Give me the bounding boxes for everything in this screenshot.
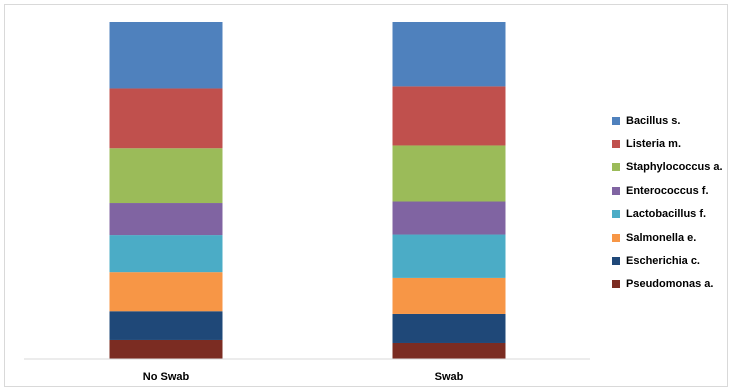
legend-swatch xyxy=(612,210,620,219)
legend-swatch xyxy=(612,257,620,266)
bar-segment-lactobacillus-f-no-swab xyxy=(109,235,223,273)
bars-layer xyxy=(109,22,506,359)
legend-item: Pseudomonas a. xyxy=(612,273,723,296)
legend-swatch xyxy=(612,163,620,172)
bar-segment-staphylococcus-a-no-swab xyxy=(109,148,223,204)
legend-swatch xyxy=(612,116,620,125)
bar-segment-lactobacillus-f-swab xyxy=(392,234,506,278)
legend-swatch xyxy=(612,140,620,149)
legend-swatch xyxy=(612,280,620,289)
legend: Bacillus s. Listeria m. Staphylococcus a. E… xyxy=(612,109,723,296)
bar-segment-bacillus-s-no-swab xyxy=(109,22,223,89)
legend-label: Salmonella e. xyxy=(626,231,697,244)
legend-label: Pseudomonas a. xyxy=(626,278,714,291)
bar-segment-bacillus-s-swab xyxy=(392,22,506,87)
chart-frame xyxy=(4,4,728,387)
bar-segment-escherichia-c-swab xyxy=(392,313,506,343)
legend-label: Lactobacillus f. xyxy=(626,208,707,221)
bar-segment-pseudomonas-a-no-swab xyxy=(109,339,223,359)
legend-label: Escherichia c. xyxy=(626,255,700,268)
bar-segment-staphylococcus-a-swab xyxy=(392,145,506,202)
legend-label: Bacillus s. xyxy=(626,114,681,127)
category-label-no-swab: No Swab xyxy=(143,371,190,383)
bar-segment-enterococcus-f-no-swab xyxy=(109,203,223,236)
bar-segment-listeria-m-swab xyxy=(392,86,506,146)
legend-item: Salmonella e. xyxy=(612,226,723,249)
bar-segment-pseudomonas-a-swab xyxy=(392,342,506,359)
legend-item: Lactobacillus f. xyxy=(612,203,723,226)
bar-segment-salmonella-e-swab xyxy=(392,277,506,314)
legend-item: Staphylococcus a. xyxy=(612,156,723,179)
legend-label: Staphylococcus a. xyxy=(626,161,723,174)
legend-label: Listeria m. xyxy=(626,138,682,151)
category-label-swab: Swab xyxy=(435,371,464,383)
legend-item: Escherichia c. xyxy=(612,249,723,272)
legend-item: Listeria m. xyxy=(612,132,723,155)
bar-segment-listeria-m-no-swab xyxy=(109,88,223,149)
bar-segment-escherichia-c-no-swab xyxy=(109,311,223,340)
legend-swatch xyxy=(612,186,620,195)
bar-segment-enterococcus-f-swab xyxy=(392,201,506,235)
legend-swatch xyxy=(612,233,620,242)
bar-segment-salmonella-e-no-swab xyxy=(109,272,223,312)
legend-item: Bacillus s. xyxy=(612,109,723,132)
legend-item: Enterococcus f. xyxy=(612,179,723,202)
legend-label: Enterococcus f. xyxy=(626,184,709,197)
